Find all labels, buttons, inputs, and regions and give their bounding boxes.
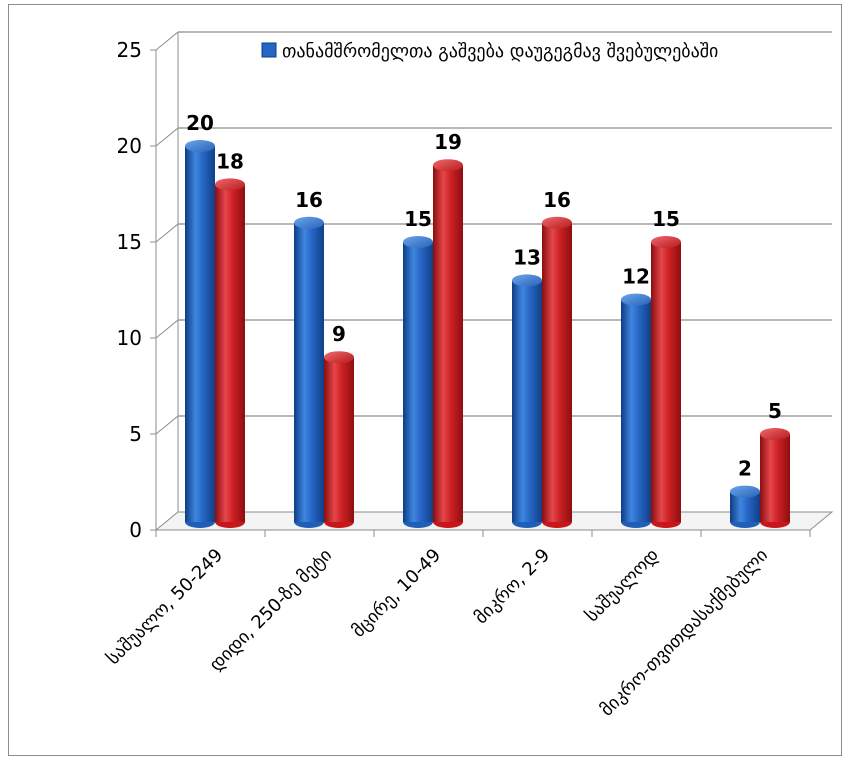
bar-body [294,222,324,523]
data-label: 20 [186,111,214,135]
bar-series-2 [215,178,245,528]
legend: თანამშრომელთა გაშვება დაუგეგმავ შვებულებ… [261,41,718,62]
category-label: საშუალო, 50-249 [103,545,227,669]
bar-top [760,428,790,440]
bar-top [621,293,651,306]
gridline-depth [155,415,179,435]
bar-body [760,434,790,522]
data-label: 19 [434,130,462,154]
bar-series-1 [512,274,542,528]
bar-series-2 [542,216,572,528]
bar-top [512,274,542,287]
bar-body [512,280,542,522]
bar-series-1 [730,485,760,528]
grid-layer [154,31,834,531]
legend-swatch [261,42,277,58]
gridline-depth [155,31,179,51]
data-label: 5 [768,399,782,423]
bar-top [542,216,572,229]
bar-top [324,351,354,364]
data-label: 13 [513,245,541,269]
gridline-depth [155,223,179,243]
bar-body [215,184,245,522]
bar-top [433,159,463,172]
bar-series-1 [294,216,324,528]
category-label: დიდი, 250-ზე მეტი [205,545,336,676]
gridline-depth [155,319,179,339]
y-tick-label: 0 [129,518,142,542]
category-label: მცირე, 10-49 [348,545,445,642]
bar-top [185,140,215,152]
data-label: 15 [404,207,432,231]
data-label: 16 [295,188,323,212]
bar-body [324,357,354,522]
y-tick-label: 10 [117,326,142,350]
data-label: 12 [622,265,650,289]
y-tick-label: 5 [129,422,142,446]
bar-body [542,222,572,523]
bar-body [185,146,215,522]
bar-top [215,178,245,191]
bar-top [294,216,324,229]
bar-series-2 [433,159,463,528]
bar-body [403,242,433,522]
data-label: 2 [738,457,752,481]
data-label: 9 [332,322,346,346]
bar-series-2 [760,428,790,528]
legend-label: თანამშრომელთა გაშვება დაუგეგმავ შვებულებ… [282,41,718,62]
bar-series-2 [651,236,681,528]
bar-series-2 [324,351,354,528]
bar-body [433,165,463,522]
y-tick-label: 15 [117,230,142,254]
bar-series-1 [185,140,215,528]
bar-series-1 [403,236,433,528]
data-label: 15 [652,207,680,231]
y-tick-label: 20 [117,134,142,158]
bar-layer [185,140,790,528]
data-label: 16 [543,188,571,212]
bar-top [651,236,681,248]
category-label: საშუალოდ [581,545,663,627]
bar-series-1 [621,293,651,528]
data-label: 18 [216,149,244,173]
bar-top [730,485,760,498]
y-tick-label: 25 [117,38,142,62]
bar-body [651,242,681,522]
gridline-depth [155,127,179,147]
bar-top [403,236,433,248]
category-label: მიკრო, 2-9 [471,545,555,629]
bar-body [621,299,651,522]
